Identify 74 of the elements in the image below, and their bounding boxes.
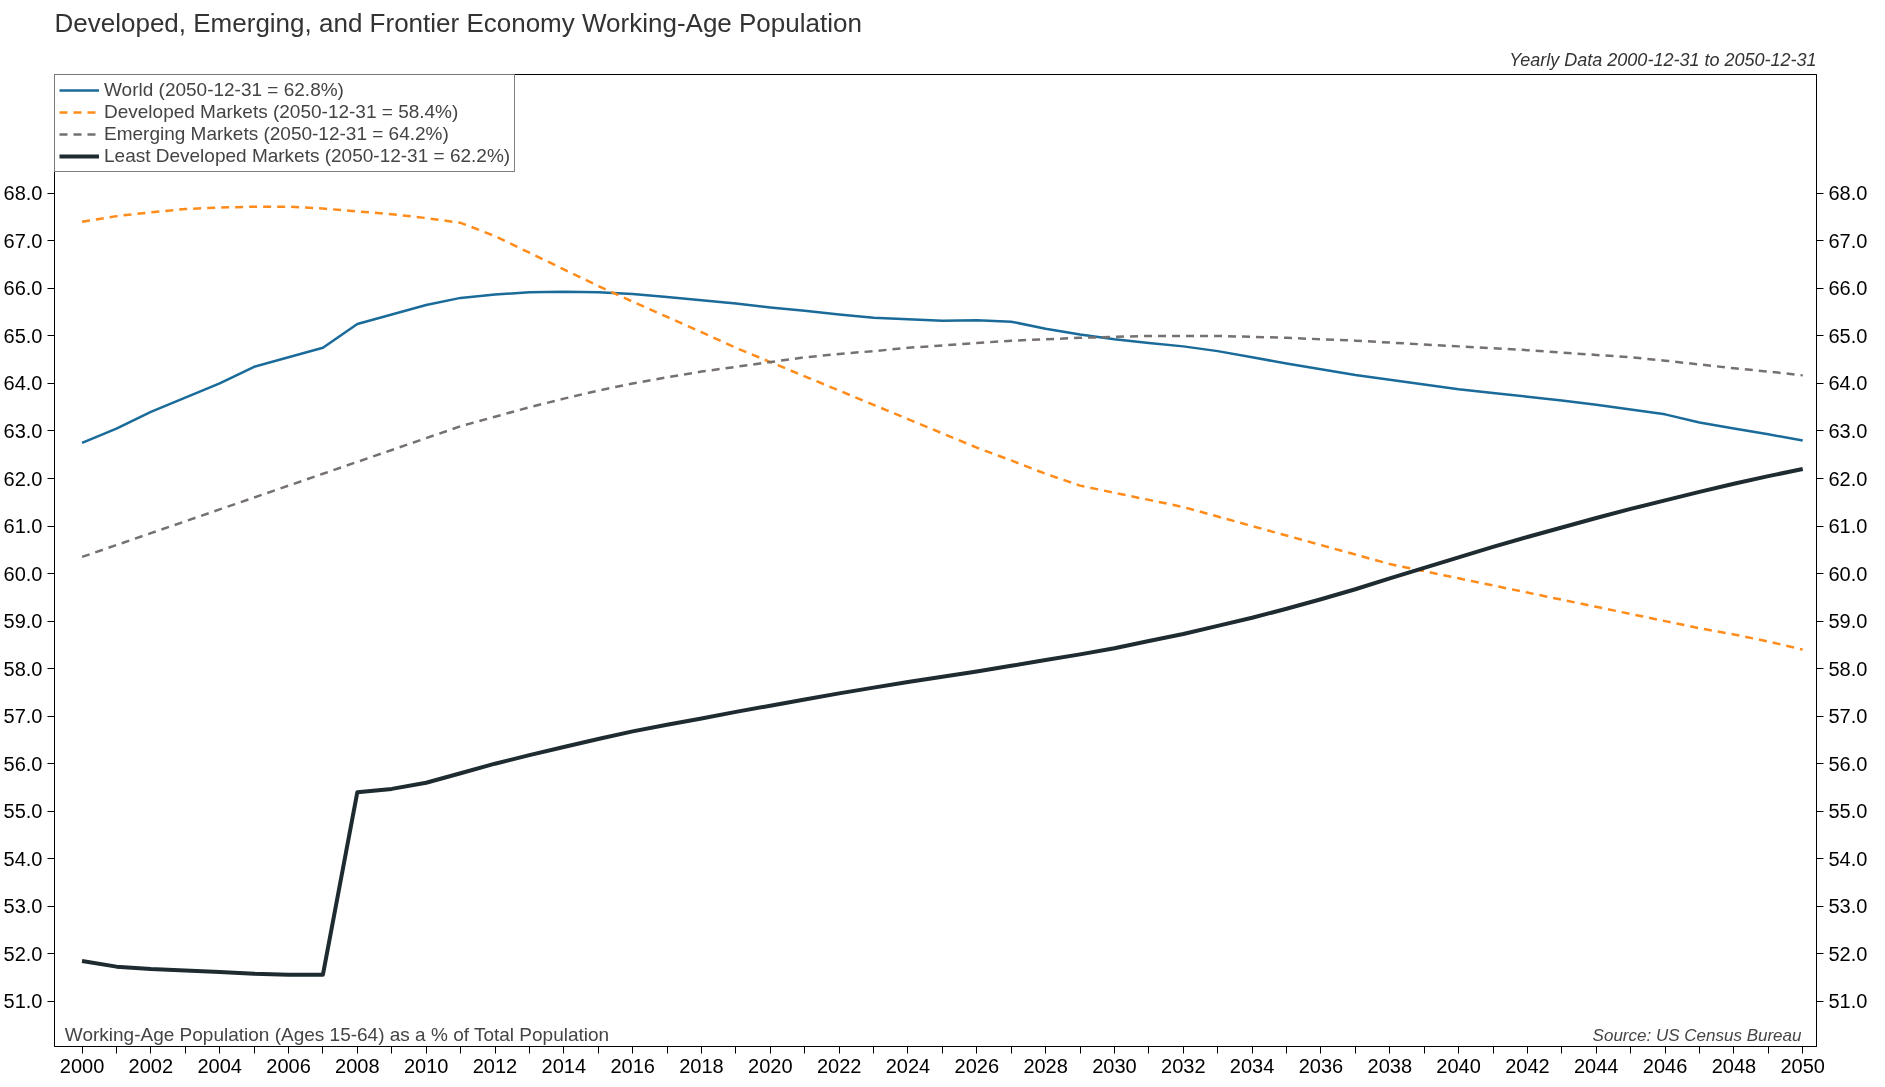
x-tick-label: 2018 [679,1054,724,1077]
y-tick-label: 59.0 [3,610,43,633]
x-tick-label: 2042 [1505,1054,1550,1077]
chart-subtitle: Yearly Data 2000-12-31 to 2050-12-31 [1509,49,1817,70]
x-tick-label: 2012 [472,1054,518,1077]
x-tick-label: 2030 [1092,1054,1137,1077]
y2-tick-label: 67.0 [1828,229,1868,252]
y-tick-label: 67.0 [3,229,43,252]
legend-label: Emerging Markets (2050-12-31 = 64.2%) [104,123,449,145]
x-tick-label: 2050 [1780,1054,1825,1077]
line-series [80,290,1804,445]
x-tick-label: 2008 [335,1054,380,1077]
y-tick-label: 55.0 [3,800,43,823]
y-tick-label: 63.0 [3,419,43,442]
x-tick-label: 2020 [748,1054,793,1077]
x-tick-label: 2046 [1642,1054,1688,1077]
chart-title: Developed, Emerging, and Frontier Economy Working-Age Population [54,7,862,38]
y-tick-label: 62.0 [3,467,43,490]
x-tick-label: 2028 [1023,1054,1068,1077]
y2-tick-label: 59.0 [1828,610,1868,633]
x-tick-label: 2034 [1229,1054,1275,1077]
x-tick-label: 2006 [266,1054,311,1077]
x-tick-label: 2000 [59,1054,105,1077]
x-tick-label: 2036 [1298,1054,1344,1077]
y2-tick-label: 58.0 [1828,657,1868,680]
line-series [80,467,1805,977]
y-tick-label: 54.0 [3,847,43,870]
y2-tick-label: 65.0 [1828,324,1868,347]
x-tick-label: 2016 [610,1054,655,1077]
y2-tick-label: 55.0 [1828,800,1868,823]
y2-tick-label: 60.0 [1828,562,1868,585]
y-tick-label: 61.0 [3,515,43,538]
y2-tick-label: 56.0 [1828,752,1868,775]
x-tick-label: 2044 [1574,1054,1619,1077]
y2-tick-label: 54.0 [1828,847,1868,870]
y-tick-label: 56.0 [3,752,43,775]
y2-tick-label: 53.0 [1828,895,1868,918]
y2-tick-label: 62.0 [1828,467,1868,490]
x-tick-label: 2024 [885,1054,931,1077]
y2-tick-label: 57.0 [1828,705,1868,728]
legend-label: Developed Markets (2050-12-31 = 58.4%) [104,101,459,123]
x-tick-label: 2014 [541,1054,587,1077]
line-series [80,205,1804,651]
line-series [80,334,1804,559]
y-tick-label: 57.0 [3,705,43,728]
y2-tick-label: 68.0 [1828,182,1868,205]
legend-label: Least Developed Markets (2050-12-31 = 62.2%) [104,145,511,167]
y-tick-label: 64.0 [3,372,43,395]
y2-tick-label: 66.0 [1828,277,1868,300]
y-tick-label: 53.0 [3,895,43,918]
y2-tick-label: 52.0 [1828,942,1868,965]
x-tick-label: 2048 [1711,1054,1757,1077]
annotation: Working-Age Population (Ages 15-64) as a % of Total Population [64,1023,610,1045]
x-tick-label: 2032 [1161,1054,1206,1077]
y-tick-label: 68.0 [3,182,43,205]
x-tick-label: 2040 [1436,1054,1481,1077]
y-tick-label: 51.0 [3,990,43,1013]
y-tick-label: 52.0 [3,942,43,965]
x-tick-label: 2004 [197,1054,242,1077]
x-tick-label: 2022 [816,1054,862,1077]
legend-label: World (2050-12-31 = 62.8%) [104,79,344,101]
y-tick-label: 65.0 [3,324,43,347]
y-tick-label: 60.0 [3,562,43,585]
x-tick-label: 2026 [954,1054,1000,1077]
x-tick-label: 2002 [128,1054,174,1077]
x-tick-label: 2038 [1367,1054,1413,1077]
y2-tick-label: 51.0 [1828,990,1868,1013]
y2-tick-label: 61.0 [1828,515,1868,538]
annotation: Source: US Census Bureau [1592,1025,1802,1045]
y2-tick-label: 63.0 [1828,419,1868,442]
x-tick-label: 2010 [403,1054,449,1077]
y-tick-label: 66.0 [3,277,43,300]
y2-tick-label: 64.0 [1828,372,1868,395]
y-tick-label: 58.0 [3,657,43,680]
